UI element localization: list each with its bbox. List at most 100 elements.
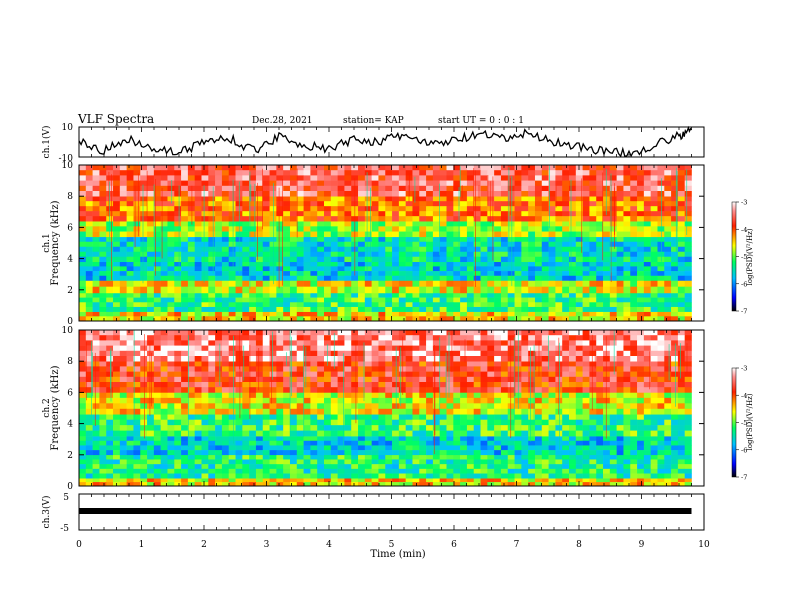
- ch1-spectrogram-cell: [480, 275, 488, 281]
- ch2-spectrogram-cell: [589, 450, 597, 456]
- ch2-spectrogram-cell: [262, 397, 270, 404]
- ch1-spectrogram-cell: [480, 216, 488, 222]
- ch1-spectrogram-cell: [534, 236, 543, 243]
- ch1-spectrogram-cell: [187, 306, 195, 312]
- ch1-spectrogram-cell: [650, 206, 658, 212]
- ch2-spectrogram-cell: [528, 440, 536, 446]
- ch1-spectrogram-cell: [242, 201, 250, 207]
- ch2-spectrogram-cell: [569, 440, 577, 446]
- ch2-spectrogram-cell: [337, 450, 345, 456]
- ch1-spectrogram-cell: [487, 216, 495, 222]
- ch2-spectrogram-cell: [460, 440, 468, 446]
- ch1-spectrogram-cell: [480, 302, 488, 308]
- ch2-spectrogram-cell: [160, 425, 168, 431]
- ch1-spectrogram-cell: [235, 316, 243, 322]
- ch2-spectrogram-cell: [228, 419, 236, 426]
- ch1-spectrogram-cell: [623, 231, 631, 238]
- ch1-spectrogram-cell: [330, 180, 338, 187]
- ch1-spectrogram-cell: [133, 246, 141, 253]
- ch1-spectrogram-cell: [609, 292, 617, 298]
- ch1-spectrogram-cell: [269, 216, 277, 222]
- ch2-spectrogram-cell: [249, 482, 257, 487]
- ch2-spectrogram-cell: [147, 366, 155, 372]
- ch1-spectrogram-cell: [194, 275, 202, 281]
- ch2-spectrogram-cell: [582, 482, 590, 487]
- ch2-spectrogram-cell: [276, 482, 284, 487]
- ch1-spectrogram-cell: [466, 206, 475, 212]
- ch1-spectrogram-cell: [181, 316, 189, 322]
- ch1-spectrogram-cell: [555, 311, 563, 317]
- ch1-spectrogram-cell: [215, 216, 223, 222]
- ch1-spectrogram-cell: [303, 170, 311, 176]
- ch1-spectrogram-cell: [398, 175, 406, 181]
- ch1-spectrogram-cell: [575, 196, 583, 202]
- ch2-spectrogram-cell: [582, 392, 590, 399]
- ch2-spectrogram-cell: [671, 361, 679, 367]
- ch1-spectrogram-cell: [79, 196, 87, 202]
- ch2-spectrogram-cell: [473, 473, 481, 479]
- ch1-spectrogram-cell: [378, 306, 386, 312]
- ch1-spectrogram-cell: [534, 297, 543, 303]
- ch1-spectrogram-cell: [426, 306, 434, 312]
- ch1-spectrogram-cell: [194, 180, 202, 187]
- ch2-spectrogram-cell: [507, 450, 515, 456]
- ch2-spectrogram-cell: [337, 419, 345, 426]
- ch1-spectrogram-cell: [201, 280, 209, 287]
- ch1-spectrogram-cell: [167, 201, 175, 207]
- ch1-spectrogram-cell: [255, 170, 264, 176]
- ch1-spectrogram-cell: [310, 316, 318, 322]
- ch1-spectrogram-cell: [358, 246, 366, 253]
- ch1-spectrogram-cell: [473, 196, 481, 202]
- ch2-spectrogram-cell: [405, 454, 413, 460]
- ch1-spectrogram-cell: [303, 206, 311, 212]
- ch2-spectrogram-cell: [582, 425, 590, 431]
- ch1-spectrogram-cell: [330, 256, 338, 263]
- ch1-spectrogram-cell: [453, 196, 461, 202]
- ch2-spectrogram-cell: [99, 473, 107, 479]
- ch1-spectrogram-cell: [677, 191, 685, 197]
- ch1-spectrogram-cell: [153, 261, 161, 267]
- ch2-spectrogram-cell: [671, 366, 679, 372]
- ch1-spectrogram-cell: [215, 226, 223, 232]
- ch1-spectrogram-cell: [392, 271, 400, 277]
- ch1-spectrogram-cell: [643, 226, 651, 232]
- ch1-spectrogram-cell: [126, 271, 134, 277]
- ch1-spectrogram-cell: [228, 241, 236, 248]
- ch1-spectrogram-cell: [494, 275, 502, 281]
- ch1-spectrogram-cell: [160, 275, 168, 281]
- ch2-spectrogram-cell: [643, 361, 651, 367]
- ch1-spectrogram-cell: [133, 231, 141, 238]
- ch1-spectrogram-cell: [460, 292, 468, 298]
- ch1-spectrogram-cell: [351, 280, 359, 287]
- ch2-spectrogram-cell: [596, 361, 604, 367]
- ch2-spectrogram-cell: [555, 436, 563, 442]
- ch2-spectrogram-cell: [405, 430, 413, 437]
- ch2-spectrogram-cell: [79, 445, 87, 451]
- ch1-spectrogram-cell: [419, 175, 427, 181]
- ch2-spectrogram-cell: [330, 403, 338, 410]
- ch1-spectrogram-cell: [119, 216, 127, 222]
- ch1-spectrogram-cell: [650, 292, 658, 298]
- ch1-spectrogram-cell: [453, 206, 461, 212]
- ch2-spectrogram-cell: [208, 454, 216, 460]
- ch1-spectrogram-cell: [609, 226, 617, 232]
- ch1-spectrogram-cell: [296, 231, 304, 238]
- ch1-spectrogram-cell: [507, 165, 515, 171]
- ch2-spectrogram-cell: [194, 454, 202, 460]
- ch2-spectrogram-cell: [541, 454, 549, 460]
- ch1-spectrogram-cell: [657, 185, 665, 192]
- ch2-spectrogram-cell: [426, 408, 434, 415]
- ch2-spectrogram-cell: [153, 430, 161, 437]
- ch2-spectrogram-cell: [473, 454, 481, 460]
- ch1-spectrogram-cell: [623, 275, 631, 281]
- ch2-spectrogram-cell: [487, 403, 495, 410]
- ch1-spectrogram-cell: [242, 206, 250, 212]
- ch2-spectrogram-cell: [276, 445, 284, 451]
- ch1-spectrogram-cell: [548, 316, 556, 322]
- ch1-spectrogram-cell: [269, 316, 277, 322]
- ch2-spectrogram-cell: [392, 450, 400, 456]
- ch1-spectrogram-cell: [575, 256, 583, 263]
- ch1-spectrogram-cell: [167, 261, 175, 267]
- ch2-spectrogram-cell: [92, 419, 100, 426]
- ch1-spectrogram-cell: [596, 246, 604, 253]
